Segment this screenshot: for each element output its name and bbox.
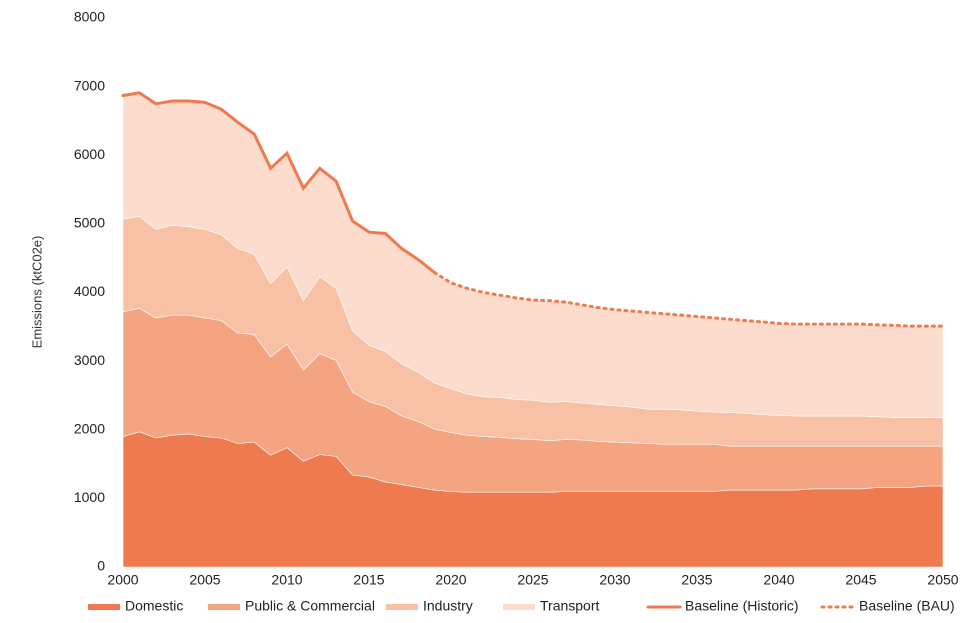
legend-label: Domestic [125,598,183,614]
y-tick-label: 1000 [74,489,105,505]
legend-label: Baseline (BAU) [859,598,955,614]
y-tick-label: 2000 [74,420,105,436]
x-tick-label: 2035 [681,572,712,588]
x-tick-label: 2030 [599,572,630,588]
y-tick-label: 0 [97,558,105,574]
x-tick-label: 2050 [927,572,958,588]
y-axis-label: Emissions (ktC02e) [29,236,44,349]
x-tick-label: 2025 [517,572,548,588]
x-tick-label: 2015 [353,572,384,588]
x-tick-label: 2005 [189,572,220,588]
y-tick-label: 6000 [74,146,105,162]
x-tick-label: 2040 [763,572,794,588]
y-tick-label: 8000 [74,9,105,25]
baseline-line [121,91,437,275]
x-tick-label: 2020 [435,572,466,588]
legend-label: Public & Commercial [245,598,375,614]
legend-label: Baseline (Historic) [685,598,799,614]
x-tick-label: 2045 [845,572,876,588]
legend-label: Industry [423,598,473,614]
legend-label: Transport [540,598,600,614]
x-tick-label: 2010 [271,572,302,588]
baseline-line [433,271,945,328]
y-tick-label: 7000 [74,77,105,93]
y-tick-label: 3000 [74,352,105,368]
y-tick-label: 4000 [74,283,105,299]
y-tick-label: 5000 [74,215,105,231]
x-tick-label: 2000 [107,572,138,588]
